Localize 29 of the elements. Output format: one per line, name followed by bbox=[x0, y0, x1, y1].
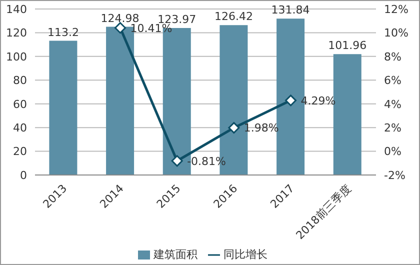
data-label: 101.96 bbox=[328, 39, 367, 52]
data-label: 131.84 bbox=[271, 4, 310, 17]
y-tick-label: 40 bbox=[13, 121, 27, 134]
data-label: 126.42 bbox=[214, 10, 253, 24]
bar bbox=[49, 40, 78, 175]
y-tick-label: 20 bbox=[13, 145, 27, 158]
y2-tick-label: 6% bbox=[384, 74, 402, 88]
data-label: 113.2 bbox=[47, 26, 79, 39]
y-tick-label: 60 bbox=[13, 98, 27, 111]
point bbox=[285, 94, 296, 106]
y2-tick-label: 4% bbox=[384, 98, 402, 111]
data-label: 124.98 bbox=[100, 12, 140, 25]
y-tick-label: 80 bbox=[13, 74, 27, 88]
y2-tick-label: 10% bbox=[384, 26, 408, 40]
legend-label: 建筑面积 bbox=[154, 248, 198, 261]
point bbox=[114, 22, 126, 34]
y2-tick-label: 0% bbox=[384, 145, 402, 158]
y2-tick-label: -2% bbox=[384, 168, 406, 182]
y-tick-label: 0 bbox=[20, 168, 27, 182]
point bbox=[228, 122, 240, 134]
y-tick-label: 140 bbox=[6, 2, 27, 16]
y-tick-label: 100 bbox=[6, 50, 27, 64]
y2-tick-label: 8% bbox=[384, 50, 402, 64]
y2-tick-label: 12% bbox=[384, 2, 408, 16]
y-tick-label: 120 bbox=[6, 26, 27, 40]
bar bbox=[333, 54, 362, 175]
y2-tick-label: 2% bbox=[384, 121, 402, 134]
legend-label: 同比增长 bbox=[224, 248, 268, 261]
point bbox=[171, 155, 183, 167]
